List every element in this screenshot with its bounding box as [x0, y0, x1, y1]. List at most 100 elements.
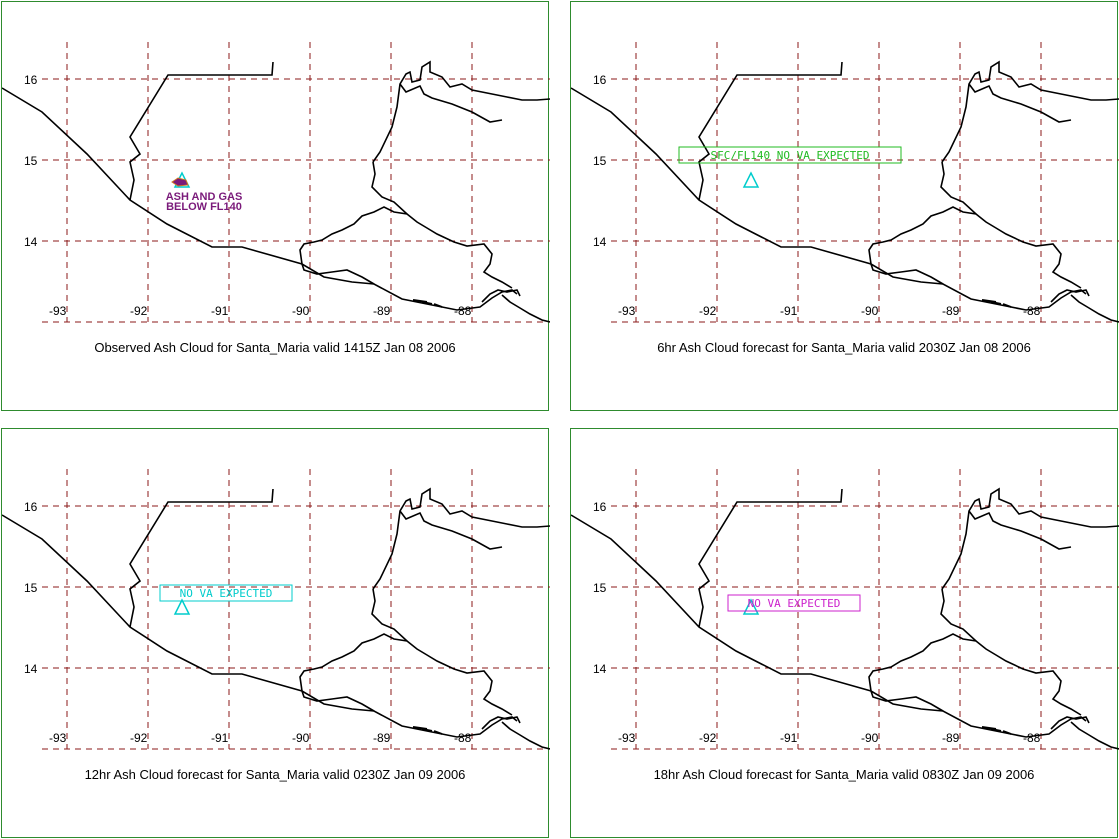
latitude-label: 14 [24, 235, 38, 249]
coastline-border [1070, 721, 1119, 750]
coastline-border [940, 588, 977, 642]
coastline-border [372, 487, 550, 590]
map-panel-18hr: 16 15 14 -93 -92 -91 -90 -89 -88 NO VA EXPECTED 18… [570, 428, 1119, 838]
coastline-border [2, 514, 518, 738]
island-mark [1002, 303, 1012, 308]
map-svg: 16 15 14 -93 -92 -91 -90 -89 -88 NO VA EXPECTED [571, 469, 1119, 750]
island-mark [421, 728, 433, 732]
longitude-label: -89 [373, 731, 391, 745]
coastline-border [301, 263, 375, 285]
ash-annotation-text: BELOW FL140 [166, 201, 242, 213]
latitude-label: 14 [593, 235, 607, 249]
map-svg: 16 15 14 -93 -92 -91 -90 -89 -88 ASH AND GASBELOW… [2, 42, 550, 323]
latitude-label: 16 [24, 500, 38, 514]
map-panel-observed: 16 15 14 -93 -92 -91 -90 -89 -88 ASH AND GAS BELOW… [1, 1, 550, 411]
island-mark [433, 303, 443, 308]
forecast-annotation-box [727, 594, 861, 612]
coastline-border [399, 83, 503, 123]
panel-caption: 18hr Ash Cloud forecast for Santa_Maria … [653, 767, 1035, 782]
longitude-label: -88 [1023, 304, 1041, 318]
coastline-border [299, 633, 513, 716]
longitude-label: -92 [130, 304, 148, 318]
latitude-label: 15 [24, 581, 38, 595]
gulf-coast [481, 716, 521, 730]
ash-cloud-area [171, 177, 189, 187]
latitude-label: 15 [24, 154, 38, 168]
longitude-label: -89 [942, 731, 960, 745]
longitude-label: -92 [699, 304, 717, 318]
longitude-label: -90 [861, 304, 879, 318]
volcano-marker-icon [742, 171, 760, 188]
panel-caption: 6hr Ash Cloud forecast for Santa_Maria v… [657, 340, 1031, 355]
forecast-annotation-text: NO VA EXPECTED [180, 587, 273, 600]
coastline-border [1070, 294, 1119, 323]
coastline-border [371, 588, 408, 642]
longitude-label: -89 [373, 304, 391, 318]
coastline-border [698, 61, 843, 201]
longitude-label: -92 [130, 731, 148, 745]
longitude-label: -92 [699, 731, 717, 745]
latitude-label: 14 [24, 662, 38, 676]
longitude-label: -91 [780, 304, 798, 318]
coastline-border [868, 206, 1082, 289]
coastline-border [501, 294, 550, 323]
gulf-coast [1050, 289, 1090, 303]
coastline-border [968, 510, 1072, 550]
gulf-coast [481, 289, 521, 303]
coastline-border [399, 510, 503, 550]
longitude-label: -88 [454, 304, 472, 318]
coastline-border [501, 721, 550, 750]
forecast-annotation-text: NO VA EXPECTED [748, 597, 841, 610]
latitude-label: 14 [593, 662, 607, 676]
coastline-border [571, 87, 1087, 311]
longitude-label: -89 [942, 304, 960, 318]
forecast-annotation-text: SFC/FL140 NO VA EXPECTED [711, 149, 870, 162]
map-svg: 16 15 14 -93 -92 -91 -90 -89 -88 NO VA EXPECTED [2, 469, 550, 750]
map-panel-6hr: 16 15 14 -93 -92 -91 -90 -89 -88 SFC/FL140 NO VA … [570, 1, 1119, 411]
longitude-label: -90 [292, 731, 310, 745]
panel-caption: 12hr Ash Cloud forecast for Santa_Maria … [84, 767, 466, 782]
coastline-border [940, 161, 977, 215]
longitude-label: -91 [211, 731, 229, 745]
latitude-label: 15 [593, 581, 607, 595]
longitude-label: -93 [618, 731, 636, 745]
island-mark [433, 730, 443, 735]
longitude-label: -91 [211, 304, 229, 318]
gulf-coast [1050, 716, 1090, 730]
coastline-border [698, 488, 843, 628]
longitude-label: -90 [292, 304, 310, 318]
longitude-label: -93 [618, 304, 636, 318]
coastline-border [129, 61, 274, 201]
longitude-label: -93 [49, 731, 67, 745]
coastline-border [941, 60, 1119, 163]
coastline-border [301, 690, 375, 712]
coastline-border [941, 487, 1119, 590]
forecast-annotation-box [159, 584, 293, 602]
longitude-label: -91 [780, 731, 798, 745]
panel-caption: Observed Ash Cloud for Santa_Maria valid… [94, 340, 456, 355]
coastline-border [129, 488, 274, 628]
coastline-border [870, 690, 944, 712]
coastline-border [371, 161, 408, 215]
island-mark [990, 728, 1002, 732]
volcano-marker-icon [742, 598, 760, 615]
island-mark [990, 301, 1002, 305]
map-svg: 16 15 14 -93 -92 -91 -90 -89 -88 SFC/FL140 NO VA … [571, 42, 1119, 323]
coastline-border [372, 60, 550, 163]
longitude-label: -90 [861, 731, 879, 745]
island-mark [1002, 730, 1012, 735]
coastline-border [2, 87, 518, 311]
latitude-label: 16 [593, 500, 607, 514]
longitude-label: -93 [49, 304, 67, 318]
latitude-label: 16 [24, 73, 38, 87]
island-mark [421, 301, 433, 305]
coastline-border [968, 83, 1072, 123]
forecast-annotation-box [678, 146, 902, 164]
ash-annotation-text: ASH AND GAS [166, 191, 243, 203]
coastline-border [868, 633, 1082, 716]
coastline-border [870, 263, 944, 285]
map-panel-12hr: 16 15 14 -93 -92 -91 -90 -89 -88 NO VA EXPECTED 12… [1, 428, 550, 838]
volcano-marker-icon [173, 598, 191, 615]
coastline-border [571, 514, 1087, 738]
coastline-border [299, 206, 513, 289]
